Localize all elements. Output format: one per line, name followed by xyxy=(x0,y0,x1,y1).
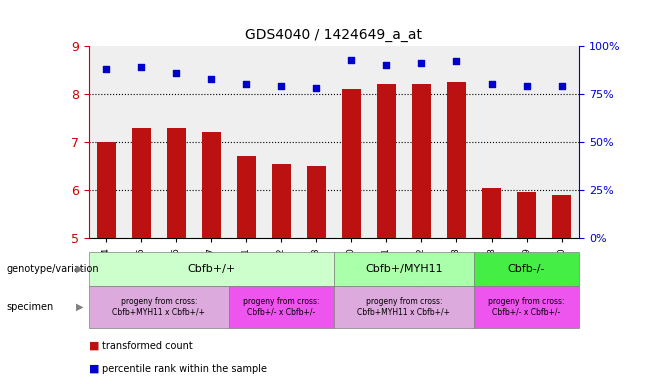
Bar xyxy=(517,192,536,238)
Text: genotype/variation: genotype/variation xyxy=(7,264,99,274)
Point xyxy=(101,66,112,72)
Point xyxy=(206,76,216,82)
Bar xyxy=(202,132,221,238)
Text: Cbfb+/MYH11: Cbfb+/MYH11 xyxy=(365,264,443,274)
Point xyxy=(276,83,287,89)
Point xyxy=(417,60,427,66)
Point xyxy=(521,83,532,89)
Text: specimen: specimen xyxy=(7,302,54,312)
Text: progeny from cross:
Cbfb+MYH11 x Cbfb+/+: progeny from cross: Cbfb+MYH11 x Cbfb+/+ xyxy=(113,298,205,317)
Bar xyxy=(482,188,501,238)
Bar xyxy=(447,82,466,238)
Bar xyxy=(342,89,361,238)
Text: progeny from cross:
Cbfb+MYH11 x Cbfb+/+: progeny from cross: Cbfb+MYH11 x Cbfb+/+ xyxy=(357,298,451,317)
Text: ■: ■ xyxy=(89,341,99,351)
Point xyxy=(556,83,567,89)
Point xyxy=(486,81,497,88)
Bar xyxy=(237,157,256,238)
Text: progeny from cross:
Cbfb+/- x Cbfb+/-: progeny from cross: Cbfb+/- x Cbfb+/- xyxy=(243,298,320,317)
Bar xyxy=(132,127,151,238)
Text: transformed count: transformed count xyxy=(102,341,193,351)
Point xyxy=(311,85,322,91)
Point xyxy=(381,62,392,68)
Point xyxy=(346,56,357,63)
Bar xyxy=(272,164,291,238)
Text: percentile rank within the sample: percentile rank within the sample xyxy=(102,364,267,374)
Bar xyxy=(97,142,116,238)
Point xyxy=(136,64,147,70)
Point xyxy=(451,58,462,65)
Text: ■: ■ xyxy=(89,364,99,374)
Text: progeny from cross:
Cbfb+/- x Cbfb+/-: progeny from cross: Cbfb+/- x Cbfb+/- xyxy=(488,298,565,317)
Bar xyxy=(307,166,326,238)
Bar xyxy=(166,127,186,238)
Point xyxy=(171,70,182,76)
Text: Cbfb+/+: Cbfb+/+ xyxy=(188,264,236,274)
Text: Cbfb-/-: Cbfb-/- xyxy=(508,264,545,274)
Bar xyxy=(552,195,571,238)
Bar xyxy=(412,84,431,238)
Text: ▶: ▶ xyxy=(76,302,84,312)
Bar xyxy=(377,84,396,238)
Text: ▶: ▶ xyxy=(76,264,84,274)
Point xyxy=(241,81,251,88)
Title: GDS4040 / 1424649_a_at: GDS4040 / 1424649_a_at xyxy=(245,28,422,42)
